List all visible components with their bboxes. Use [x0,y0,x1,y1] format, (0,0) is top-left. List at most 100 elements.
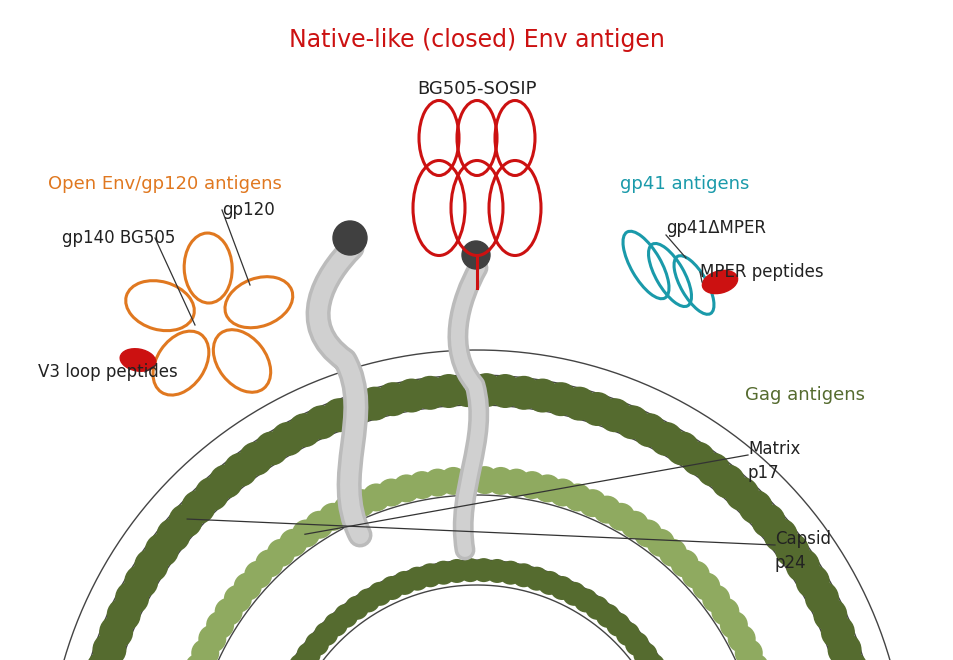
Circle shape [632,413,666,447]
Circle shape [533,475,561,502]
Circle shape [598,398,632,432]
Circle shape [124,564,158,599]
Circle shape [339,392,374,426]
Text: MPER peptides: MPER peptides [700,263,822,281]
Circle shape [191,639,219,660]
Circle shape [543,382,578,416]
Circle shape [517,471,545,499]
Circle shape [323,612,348,637]
Circle shape [450,373,484,407]
Circle shape [254,432,289,465]
Circle shape [738,490,772,524]
Text: gp120: gp120 [222,201,274,219]
Circle shape [379,576,403,600]
Circle shape [431,561,455,585]
Circle shape [659,539,686,567]
Circle shape [394,379,428,412]
Circle shape [640,653,664,660]
Circle shape [593,496,620,523]
Circle shape [438,467,467,495]
Circle shape [255,550,283,578]
Circle shape [107,598,140,632]
Circle shape [169,504,202,538]
Circle shape [469,373,503,407]
Circle shape [785,548,819,583]
Circle shape [485,559,509,583]
Circle shape [392,571,416,595]
Circle shape [333,221,367,255]
Circle shape [305,632,329,656]
Text: gp41ΔMPER: gp41ΔMPER [665,219,765,237]
Circle shape [486,467,515,495]
Circle shape [664,432,699,465]
Text: V3 loop peptides: V3 loop peptides [38,363,177,381]
Circle shape [646,529,674,557]
Circle shape [423,469,451,496]
Circle shape [417,563,442,587]
Circle shape [710,465,744,498]
Circle shape [99,615,133,649]
Circle shape [563,483,591,512]
Text: Capsid
p24: Capsid p24 [774,530,830,572]
Circle shape [296,642,320,660]
Circle shape [287,413,321,447]
Circle shape [145,533,179,567]
Circle shape [224,585,252,613]
Circle shape [304,405,338,440]
Circle shape [584,596,609,620]
Circle shape [498,561,522,585]
Circle shape [734,639,762,660]
Circle shape [347,489,375,517]
Circle shape [334,604,357,628]
Circle shape [701,585,729,613]
Circle shape [321,398,355,432]
Circle shape [289,653,313,660]
Circle shape [376,478,405,506]
Circle shape [740,653,768,660]
Text: Gag antigens: Gag antigens [744,386,864,404]
Circle shape [471,558,496,582]
Circle shape [238,442,273,476]
Circle shape [579,392,614,426]
Text: Open Env/gp120 antigens: Open Env/gp120 antigens [48,175,281,193]
Circle shape [727,625,755,653]
Circle shape [92,633,127,660]
Circle shape [181,490,215,524]
Circle shape [194,477,229,511]
Text: Native-like (closed) Env antigen: Native-like (closed) Env antigen [289,28,664,52]
Circle shape [813,598,846,632]
Circle shape [795,564,829,599]
Circle shape [751,504,784,538]
Circle shape [537,571,561,595]
Circle shape [355,589,379,612]
Circle shape [461,241,490,269]
Circle shape [578,489,606,517]
Ellipse shape [120,348,155,372]
Circle shape [548,478,577,506]
Circle shape [670,550,698,578]
Circle shape [633,642,657,660]
Text: BG505-SOSIP: BG505-SOSIP [416,80,537,98]
Circle shape [344,596,369,620]
Circle shape [680,442,715,476]
Circle shape [525,379,559,412]
Circle shape [820,615,854,649]
Circle shape [318,503,347,531]
Circle shape [692,572,720,601]
Circle shape [156,518,191,552]
Circle shape [457,558,482,582]
Circle shape [455,466,482,494]
Text: Matrix
p17: Matrix p17 [747,440,800,482]
Circle shape [762,518,797,552]
Circle shape [333,496,360,523]
Circle shape [681,561,709,589]
Circle shape [696,453,730,487]
Circle shape [267,539,294,567]
Circle shape [432,374,465,408]
Circle shape [392,475,420,502]
Circle shape [624,632,648,656]
Circle shape [198,625,226,653]
Circle shape [561,387,596,420]
Circle shape [408,471,436,499]
Circle shape [87,651,120,660]
